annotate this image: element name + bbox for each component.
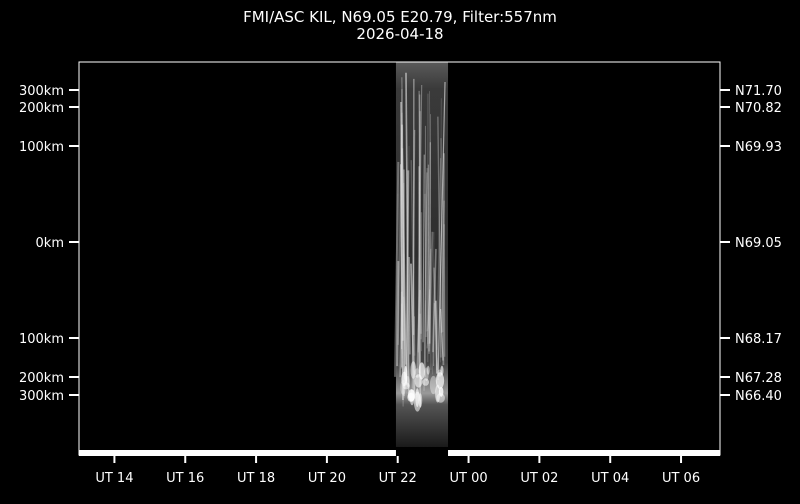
y-tick-label-latitude: N70.82 — [735, 101, 782, 116]
y-tick-label-latitude: N66.40 — [735, 389, 782, 404]
x-tick-label: UT 14 — [95, 471, 133, 486]
y-tick-label-distance: 300km — [19, 84, 64, 99]
y-tick-label-distance: 200km — [19, 101, 64, 116]
y-tick-label-distance: 100km — [19, 140, 64, 155]
y-tick-label-latitude: N71.70 — [735, 84, 782, 99]
aurora-blob — [436, 372, 444, 389]
y-tick-label-latitude: N69.93 — [735, 140, 782, 155]
chart-subtitle: 2026-04-18 — [356, 25, 443, 43]
keogram-image — [395, 62, 448, 447]
x-tick-label: UT 02 — [520, 471, 558, 486]
y-tick-label-latitude: N69.05 — [735, 236, 782, 251]
aurora-blob — [404, 366, 407, 384]
coverage-segment — [396, 450, 448, 456]
aurora-blob — [408, 389, 415, 401]
chart-title: FMI/ASC KIL, N69.05 E20.79, Filter:557nm — [243, 8, 557, 26]
y-tick-label-distance: 100km — [19, 332, 64, 347]
y-tick-label-latitude: N67.28 — [735, 371, 782, 386]
aurora-blob — [419, 362, 425, 379]
x-tick-label: UT 16 — [166, 471, 204, 486]
x-tick-label: UT 00 — [449, 471, 487, 486]
aurora-streak — [426, 168, 427, 337]
aurora-blob — [415, 388, 419, 407]
y-tick-label-distance: 200km — [19, 371, 64, 386]
aurora-streak — [409, 257, 410, 354]
x-tick-label: UT 22 — [379, 471, 417, 486]
y-tick-label-latitude: N68.17 — [735, 332, 782, 347]
x-tick-label: UT 04 — [591, 471, 629, 486]
x-tick-label: UT 20 — [308, 471, 346, 486]
y-tick-label-distance: 0km — [36, 236, 64, 251]
y-tick-label-distance: 300km — [19, 389, 64, 404]
x-tick-label: UT 18 — [237, 471, 275, 486]
x-tick-label: UT 06 — [662, 471, 700, 486]
